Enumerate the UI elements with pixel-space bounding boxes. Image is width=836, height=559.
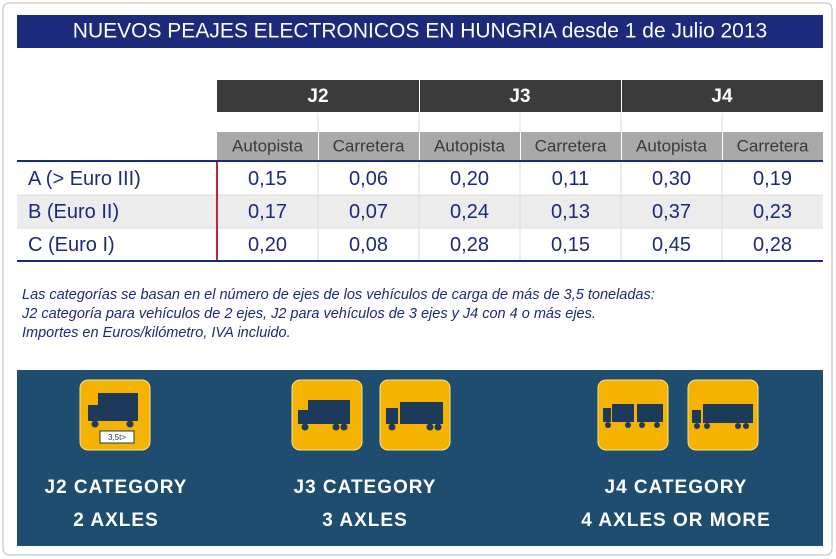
cell-value: 0,24 <box>450 201 489 223</box>
group-header-cell <box>217 80 419 112</box>
subheader: Carretera <box>535 136 607 155</box>
category-subtitle: 2 AXLES <box>73 510 159 531</box>
cell-value: 0,17 <box>248 201 287 223</box>
wheel <box>704 423 710 429</box>
row-shade <box>17 195 823 228</box>
cell-value: 0,06 <box>349 168 388 190</box>
title-bar <box>17 15 823 48</box>
wheel <box>743 423 749 429</box>
category-subtitle: 3 AXLES <box>322 510 408 531</box>
wheel <box>434 423 442 431</box>
category-title: J2 CATEGORY <box>45 477 188 498</box>
cell-value: 0,13 <box>551 201 590 223</box>
row-label: A (> Euro III) <box>28 168 141 190</box>
cell-value: 0,23 <box>753 201 792 223</box>
row-label: C (Euro I) <box>28 234 115 256</box>
subheader-cell <box>521 132 621 160</box>
trailer <box>703 404 753 423</box>
group-header: J2 <box>307 86 328 107</box>
wheel <box>639 422 645 428</box>
cell-value: 0,37 <box>652 201 691 223</box>
table: J2 J3 J4 Autopista Carretera Autopista Carrete… <box>17 80 823 262</box>
note-line: Las categorías se basan en el número de … <box>22 287 655 303</box>
trailer <box>637 404 663 422</box>
cell-value: 0,20 <box>450 168 489 190</box>
group-header: J3 <box>509 86 530 107</box>
truck-box <box>308 400 350 424</box>
group-header: J4 <box>711 86 733 107</box>
note-line: Importes en Euros/kilómetro, IVA incluid… <box>22 325 291 341</box>
truck-cab <box>386 408 398 424</box>
cell-value: 0,11 <box>552 168 589 190</box>
wheel <box>332 423 340 431</box>
truck-box <box>98 393 138 421</box>
subheader-cell <box>319 132 419 160</box>
notes: Las categorías se basan en el número de … <box>21 287 655 341</box>
truck-cab <box>298 410 308 424</box>
cell-value: 0,30 <box>652 168 691 190</box>
subheader-cell <box>622 132 722 160</box>
truck-cab <box>603 408 611 422</box>
subheader-cell <box>420 132 520 160</box>
cell-value: 0,28 <box>753 234 792 256</box>
wheel <box>654 422 660 428</box>
weight-tag <box>99 430 135 444</box>
wheel <box>426 423 434 431</box>
wheel <box>126 420 134 428</box>
group-header-cell <box>622 80 823 112</box>
cell-value: 0,08 <box>349 234 388 256</box>
title: NUEVOS PEAJES ELECTRONICOS EN HUNGRIA de… <box>73 20 767 43</box>
wheel <box>735 423 741 429</box>
truck-box <box>612 404 634 422</box>
category-title: J4 CATEGORY <box>605 477 748 498</box>
wheel <box>605 422 611 428</box>
category-subtitle: 4 AXLES OR MORE <box>581 510 771 531</box>
wheel <box>340 423 348 431</box>
cell-value: 0,15 <box>248 168 287 190</box>
note-line: J2 categoría para vehículos de 2 ejes, J… <box>21 306 596 322</box>
wheel <box>301 423 309 431</box>
subheader: Carretera <box>333 136 405 155</box>
wheel <box>694 423 700 429</box>
cell-value: 0,28 <box>450 234 489 256</box>
subheader-cell <box>217 132 318 160</box>
subheader-cell <box>723 132 823 160</box>
subheader: Autopista <box>434 136 505 155</box>
subheader: Autopista <box>232 136 303 155</box>
cell-value: 0,07 <box>349 201 388 223</box>
wheel <box>388 423 396 431</box>
subheader: Autopista <box>636 136 707 155</box>
cell-value: 0,15 <box>551 234 590 256</box>
truck-cab <box>88 405 98 421</box>
category-title: J3 CATEGORY <box>294 477 437 498</box>
cell-value: 0,20 <box>248 234 287 256</box>
row-label: B (Euro II) <box>28 201 119 223</box>
wheel <box>625 422 631 428</box>
wheel <box>91 420 99 428</box>
category-labels: J2 CATEGORY 2 AXLES J3 CATEGORY 3 AXLES J4 C… <box>45 477 771 531</box>
weight-label: 3,5t> <box>108 433 126 442</box>
subheader: Carretera <box>737 136 809 155</box>
group-header-cell <box>420 80 621 112</box>
truck-box <box>400 402 443 424</box>
icons: 3,5t> <box>79 379 759 451</box>
cell-value: 0,19 <box>753 168 792 190</box>
cell-value: 0,45 <box>652 234 691 256</box>
truck-cab <box>692 410 701 423</box>
